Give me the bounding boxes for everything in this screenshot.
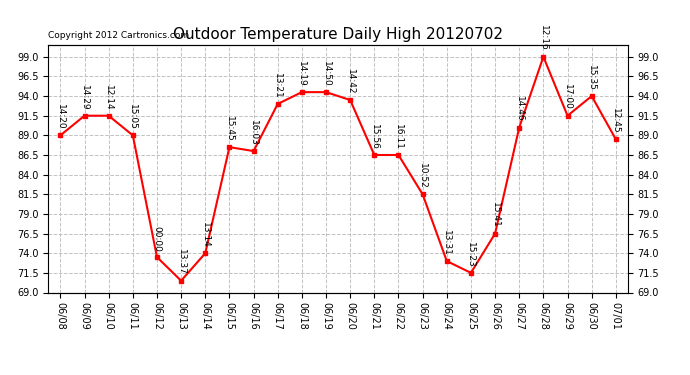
Text: 15:05: 15:05 bbox=[128, 104, 137, 130]
Text: 17:00: 17:00 bbox=[563, 84, 572, 110]
Text: 15:23: 15:23 bbox=[466, 242, 475, 267]
Text: 12:14: 12:14 bbox=[104, 84, 113, 110]
Text: 12:16: 12:16 bbox=[539, 26, 548, 51]
Text: Copyright 2012 Cartronics.com: Copyright 2012 Cartronics.com bbox=[48, 31, 190, 40]
Text: 14:50: 14:50 bbox=[322, 61, 331, 87]
Text: 15:45: 15:45 bbox=[225, 116, 234, 142]
Text: 16:03: 16:03 bbox=[249, 120, 258, 146]
Text: 14:29: 14:29 bbox=[80, 84, 89, 110]
Text: 14:20: 14:20 bbox=[56, 104, 65, 130]
Text: 16:11: 16:11 bbox=[394, 124, 403, 150]
Title: Outdoor Temperature Daily High 20120702: Outdoor Temperature Daily High 20120702 bbox=[173, 27, 503, 42]
Text: 00:00: 00:00 bbox=[152, 226, 161, 252]
Text: 13:37: 13:37 bbox=[177, 249, 186, 275]
Text: 15:56: 15:56 bbox=[370, 124, 379, 150]
Text: 14:19: 14:19 bbox=[297, 61, 306, 87]
Text: 13:31: 13:31 bbox=[442, 230, 451, 255]
Text: 10:52: 10:52 bbox=[418, 163, 427, 189]
Text: 15:35: 15:35 bbox=[587, 64, 596, 90]
Text: 15:41: 15:41 bbox=[491, 202, 500, 228]
Text: 13:14: 13:14 bbox=[201, 222, 210, 248]
Text: 13:21: 13:21 bbox=[273, 73, 282, 98]
Text: 12:45: 12:45 bbox=[611, 108, 620, 134]
Text: 14:42: 14:42 bbox=[346, 69, 355, 94]
Text: 14:46: 14:46 bbox=[515, 96, 524, 122]
